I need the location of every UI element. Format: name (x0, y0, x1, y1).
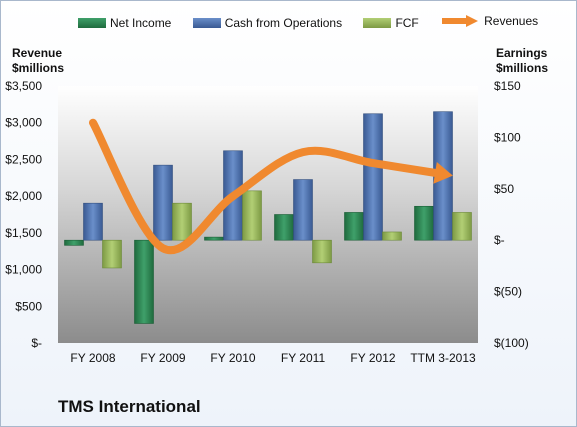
right-tick-label: $- (494, 233, 505, 247)
right-tick-label: $(100) (494, 336, 529, 350)
revenues-arrowhead (433, 162, 453, 184)
right-tick-label: $100 (494, 130, 521, 144)
net-income-bar (274, 214, 294, 241)
plot-area (58, 86, 478, 343)
left-tick-label: $500 (15, 299, 42, 313)
cash-from-operations-bar (83, 202, 103, 241)
legend-label-net-income: Net Income (110, 16, 172, 30)
revenues-line-layer (89, 118, 453, 255)
legend-swatch-net-income (78, 18, 106, 28)
legend-label-fcf: FCF (395, 16, 419, 30)
net-income-bar (134, 239, 154, 324)
left-axis-title: Revenue $millions (12, 46, 65, 75)
cash-from-operations-bar (293, 179, 313, 241)
bars (64, 111, 472, 324)
legend-item-fcf: FCF (363, 16, 419, 30)
fcf-bar (102, 239, 122, 269)
left-tick-label: $- (31, 336, 42, 350)
legend-label-cash-from-operations: Cash from Operations (224, 16, 343, 30)
x-tick-label: FY 2010 (210, 351, 255, 365)
left-tick-label: $3,000 (5, 116, 42, 130)
left-tick-label: $2,000 (5, 189, 42, 203)
legend-arrow-revenues (442, 15, 479, 27)
right-axis-ticks: $(100) $(50) $- $50 $100 $150 (494, 79, 529, 350)
revenues-line (89, 118, 447, 255)
left-tick-label: $3,500 (5, 79, 42, 93)
fcf-bar (312, 239, 332, 264)
legend-swatch-fcf (363, 18, 392, 28)
legend-item-net-income: Net Income (78, 16, 171, 30)
x-axis-labels: FY 2008 FY 2009 FY 2010 FY 2011 FY 2012 TTM 3… (70, 351, 476, 365)
left-axis-ticks: $- $500 $1,000 $1,500 $2,000 $2,500 $3,000 $3,5… (5, 79, 42, 350)
x-tick-label: FY 2011 (281, 351, 326, 365)
left-tick-label: $1,500 (5, 226, 42, 240)
legend-label-revenues: Revenues (484, 14, 539, 28)
net-income-bar (344, 212, 364, 241)
company-name: TMS International (58, 397, 201, 416)
legend-item-cash-from-operations: Cash from Operations (192, 16, 343, 30)
legend: Net Income Cash from Operations FCF Reve… (78, 14, 538, 31)
left-tick-label: $2,500 (5, 152, 42, 166)
right-axis-title: Earnings $millions (496, 46, 549, 75)
fcf-bar (242, 190, 262, 241)
cash-from-operations-bar (153, 164, 173, 241)
right-tick-label: $150 (494, 79, 521, 93)
x-tick-label: FY 2009 (140, 351, 185, 365)
cash-from-operations-bar (363, 113, 383, 241)
net-income-bar (64, 239, 84, 246)
x-tick-label: TTM 3-2013 (410, 351, 476, 365)
net-income-bar (414, 205, 434, 241)
fcf-bar (382, 231, 402, 241)
x-tick-label: FY 2012 (350, 351, 395, 365)
net-income-bar (204, 236, 224, 241)
fcf-bar (172, 202, 192, 241)
legend-swatch-cash-from-operations (192, 18, 221, 28)
fcf-bar (452, 212, 472, 241)
legend-item-revenues: Revenues (440, 14, 538, 28)
left-tick-label: $1,000 (5, 263, 42, 277)
right-tick-label: $50 (494, 182, 514, 196)
x-tick-label: FY 2008 (70, 351, 115, 365)
right-tick-label: $(50) (494, 285, 522, 299)
